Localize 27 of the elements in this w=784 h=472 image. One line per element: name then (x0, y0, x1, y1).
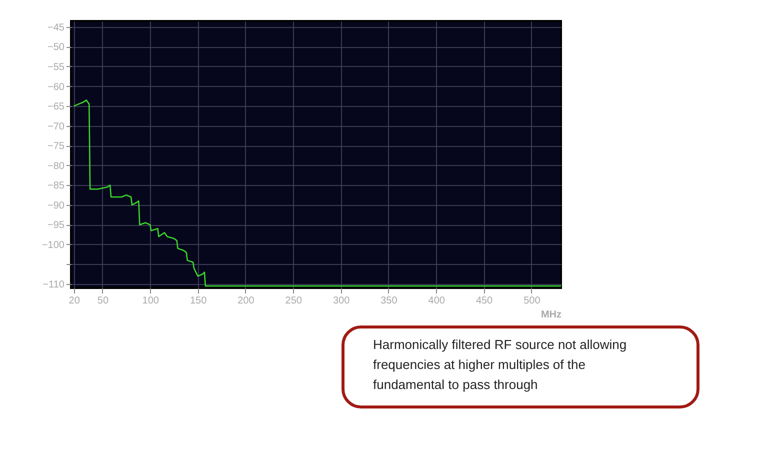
y-tick-label: −110 (42, 280, 65, 291)
y-tick-label: −65 (48, 102, 65, 113)
x-tick-label: 100 (142, 296, 160, 306)
x-tick-label: 350 (380, 296, 398, 306)
x-tick-label: 150 (190, 296, 208, 306)
x-tick-label: 50 (97, 296, 109, 306)
y-tick-label: −75 (48, 141, 65, 152)
x-axis-title: MHz (540, 310, 562, 320)
y-tick-label: −70 (48, 121, 65, 132)
x-tick-label: 450 (476, 296, 494, 306)
y-tick-label: −50 (48, 42, 65, 54)
y-tick-label: −55 (48, 62, 65, 73)
y-tick-label: −85 (48, 180, 65, 192)
y-tick-label: −60 (48, 82, 65, 93)
y-tick-label: −80 (48, 160, 65, 172)
text: Harmonically filtered RF source not allowing frequencies at higher multiples of the fundamental to pass through (373, 337, 627, 392)
line-series (73, 99, 562, 287)
x-tick-label: 500 (524, 296, 541, 306)
x-tick-label: 200 (238, 296, 255, 306)
y-tick-label: −90 (48, 200, 65, 212)
y-tick-label: −100 (42, 240, 65, 251)
x-tick-label: 250 (285, 296, 302, 306)
y-tick-label: −95 (48, 220, 65, 232)
x-tick-label: 20 (68, 296, 80, 306)
y-tick-label: −45 (48, 22, 65, 34)
x-tick-label: 400 (428, 296, 446, 306)
x-tick-label: 300 (332, 296, 350, 306)
